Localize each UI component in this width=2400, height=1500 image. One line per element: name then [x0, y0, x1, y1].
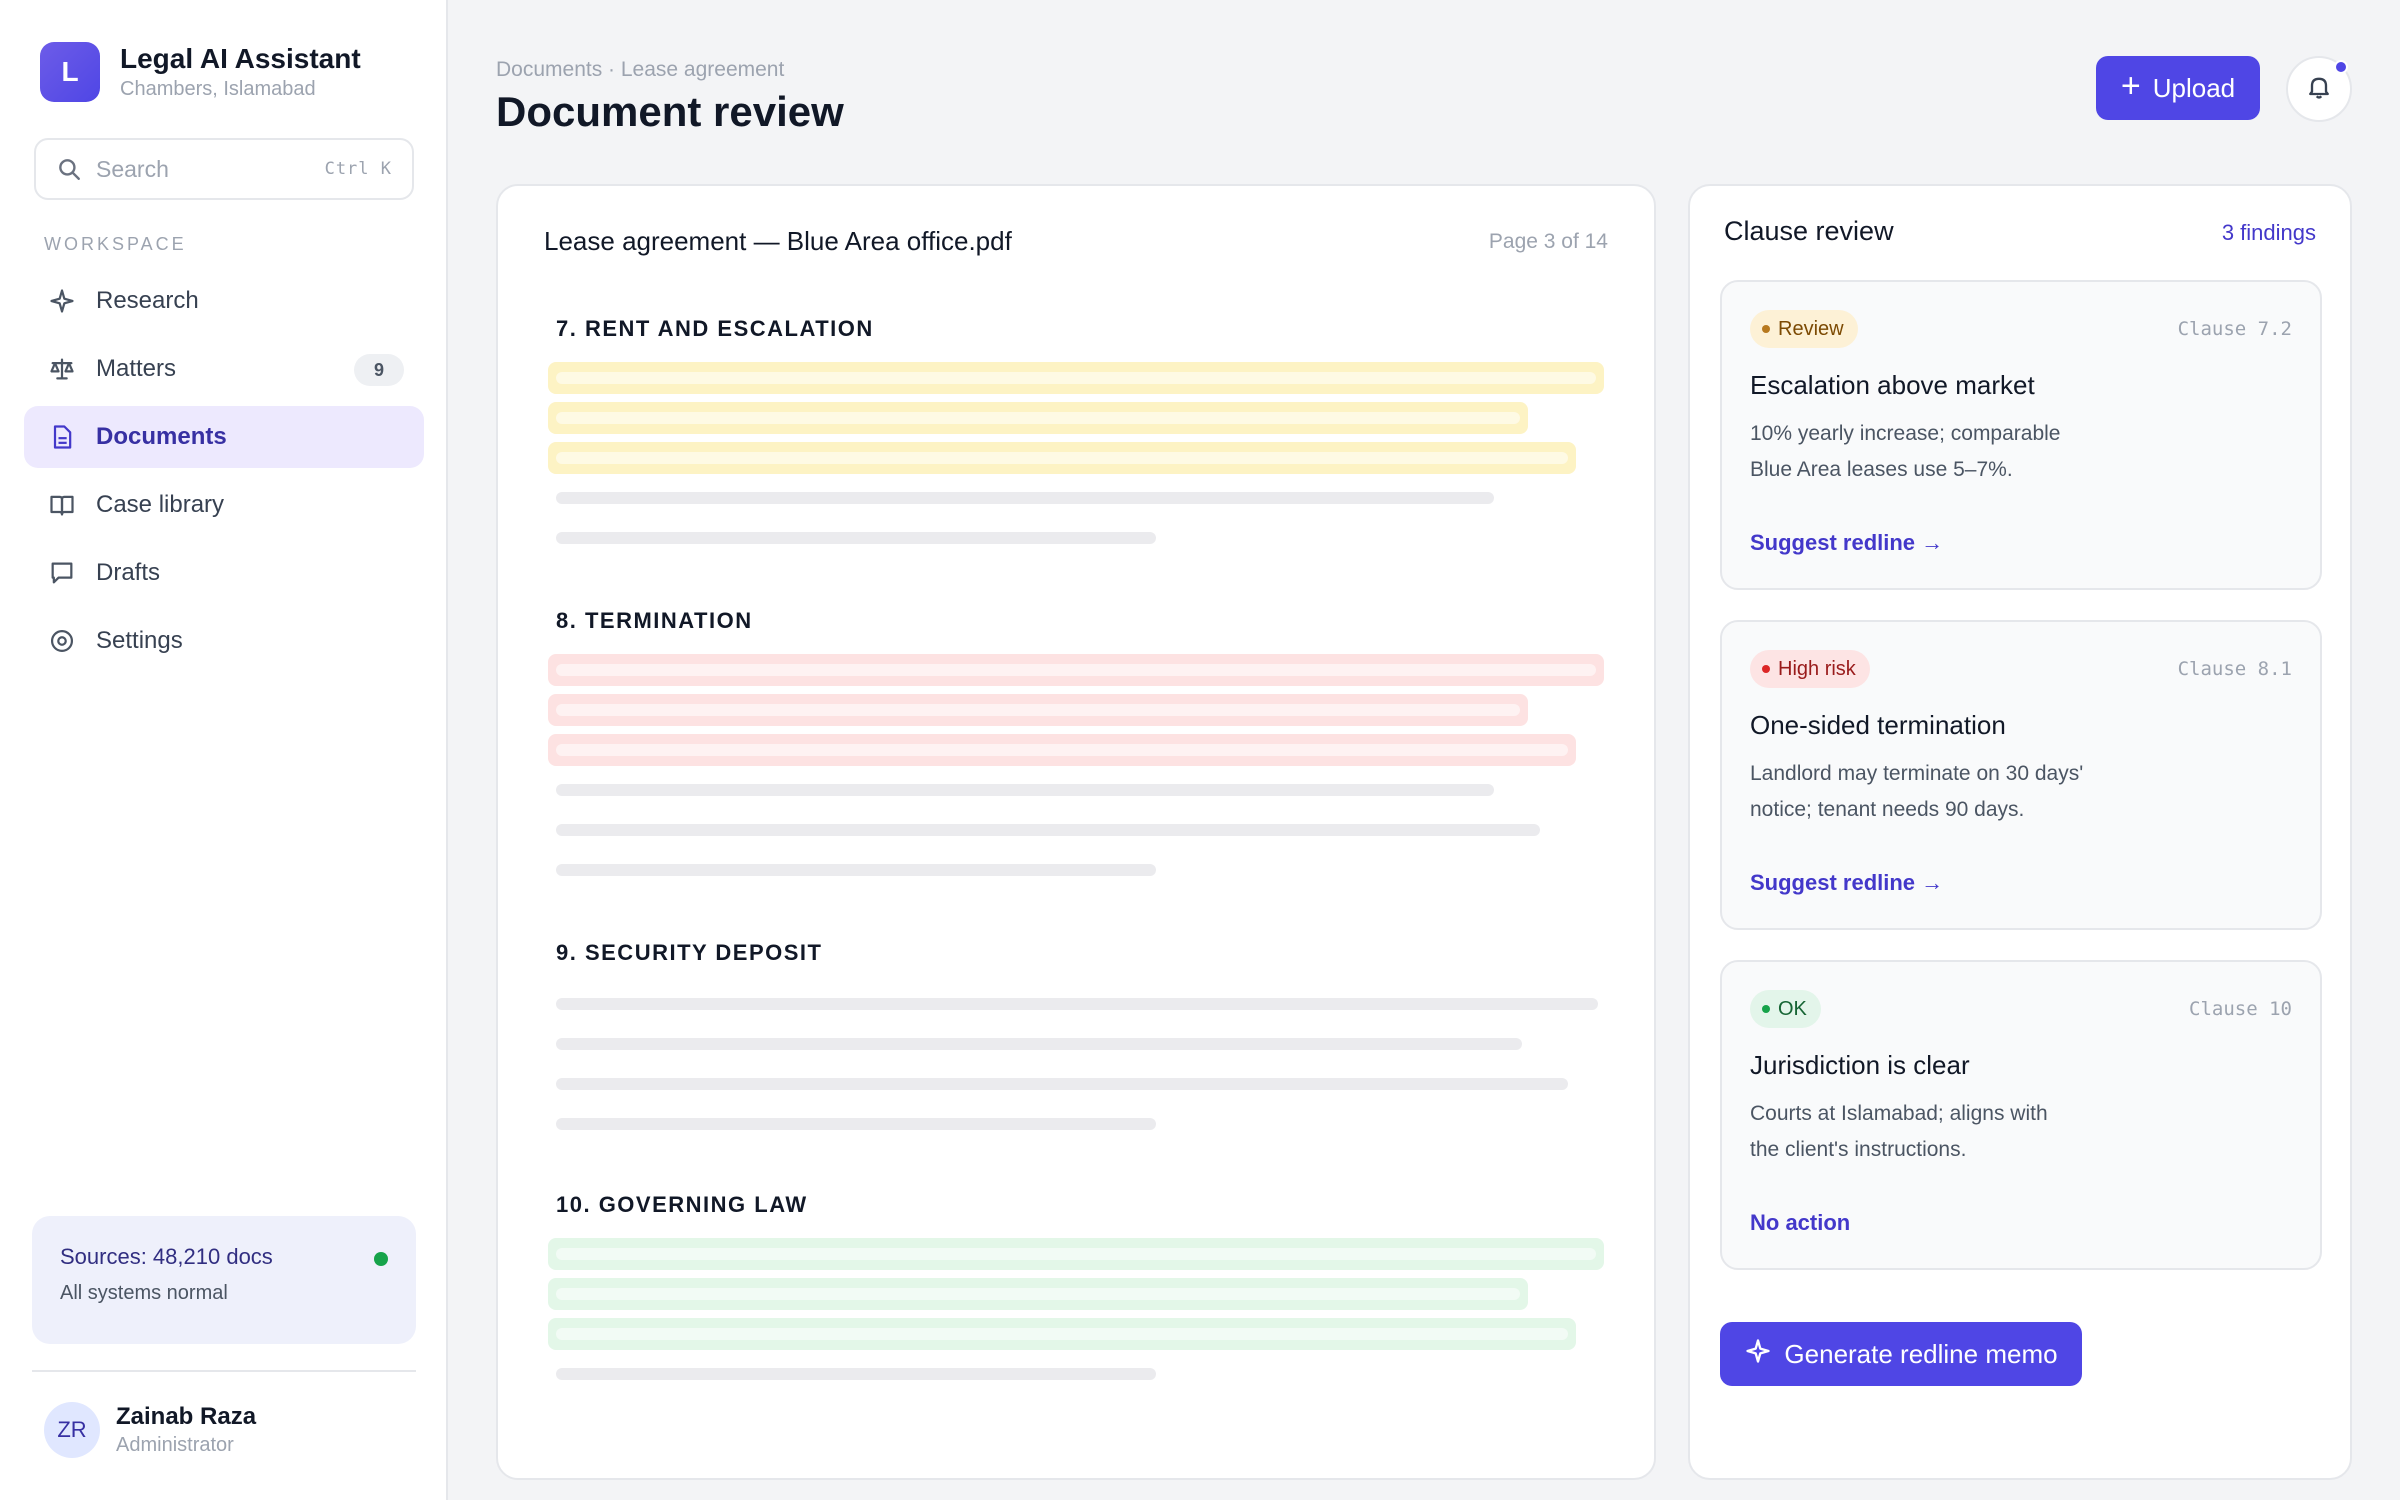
user-profile[interactable]: ZR Zainab Raza Administrator [44, 1402, 256, 1458]
book-icon [48, 491, 76, 519]
text-line [556, 1118, 1156, 1130]
plus-icon: + [2120, 67, 2141, 105]
document-filename: Lease agreement — Blue Area office.pdf [544, 226, 1012, 256]
text-line [556, 998, 1598, 1010]
workspace-label: WORKSPACE [44, 234, 187, 254]
gear-icon [48, 627, 76, 655]
upload-button[interactable]: + Upload [2096, 56, 2260, 120]
page-indicator: Page 3 of 14 [1488, 230, 1608, 253]
text-line [556, 532, 1156, 544]
highlighted-text-line[interactable] [548, 1318, 1576, 1350]
text-line [556, 492, 1494, 504]
brand-title: Legal AI Assistant [120, 43, 361, 74]
clause-review-panel: Clause review 3 findings Review Clause 7… [1688, 184, 2352, 1480]
clause-reference: Clause 10 [2189, 998, 2292, 1020]
system-status-text: All systems normal [60, 1282, 228, 1304]
sidebar-item-matters[interactable]: Matters 9 [24, 338, 424, 400]
user-role: Administrator [116, 1434, 234, 1456]
sidebar-item-research[interactable]: Research [24, 270, 424, 332]
status-indicator [374, 1252, 388, 1266]
sidebar-item-label: Case library [96, 491, 225, 518]
breadcrumb[interactable]: Documents · Lease agreement [496, 58, 785, 81]
notification-dot [2334, 60, 2348, 74]
page-title: Document review [496, 88, 844, 135]
avatar: ZR [44, 1402, 100, 1458]
highlighted-text-line[interactable] [548, 442, 1576, 474]
finding-card[interactable]: High risk Clause 8.1 One-sided terminati… [1720, 620, 2322, 930]
sidebar-item-label: Research [96, 287, 199, 314]
highlighted-text-line[interactable] [548, 402, 1528, 434]
upload-label: Upload [2152, 72, 2236, 103]
highlighted-text-line[interactable] [548, 654, 1604, 686]
sidebar-item-case-library[interactable]: Case library [24, 474, 424, 536]
finding-description: Courts at Islamabad; aligns with the cli… [1750, 1102, 2048, 1161]
user-name: Zainab Raza [116, 1403, 257, 1430]
text-line [556, 824, 1540, 836]
highlighted-text-line[interactable] [548, 1278, 1528, 1310]
finding-title: One-sided termination [1750, 710, 2006, 740]
sidebar-item-label: Documents [96, 423, 227, 450]
finding-title: Jurisdiction is clear [1750, 1050, 1970, 1080]
sidebar-item-label: Drafts [96, 559, 161, 586]
divider [32, 1370, 416, 1372]
text-line [556, 1078, 1568, 1090]
highlighted-text-line[interactable] [548, 1238, 1604, 1270]
section-heading: 7. RENT AND ESCALATION [556, 316, 874, 341]
section-heading: 9. SECURITY DEPOSIT [556, 940, 823, 965]
sidebar-item-label: Settings [96, 627, 183, 654]
generate-redline-memo-button[interactable]: Generate redline memo [1720, 1322, 2082, 1386]
system-status-card: Sources: 48,210 docs All systems normal [32, 1216, 416, 1344]
status-badge: OK [1750, 990, 1821, 1028]
bell-icon [2305, 73, 2333, 106]
brand-logo: L [40, 42, 100, 102]
section-heading: 10. GOVERNING LAW [556, 1192, 808, 1217]
sparkle-icon [48, 287, 76, 315]
document-viewer[interactable]: Lease agreement — Blue Area office.pdf P… [496, 184, 1656, 1480]
clause-reference: Clause 7.2 [2177, 318, 2292, 340]
text-line [556, 784, 1494, 796]
finding-card[interactable]: OK Clause 10 Jurisdiction is clear Court… [1720, 960, 2322, 1270]
finding-description: Landlord may terminate on 30 days' notic… [1750, 762, 2084, 821]
matters-count-badge: 9 [354, 354, 404, 386]
status-badge: Review [1750, 310, 1858, 348]
suggest-redline-link[interactable]: Suggest redline → [1750, 870, 1944, 895]
status-badge: High risk [1750, 650, 1870, 688]
highlighted-text-line[interactable] [548, 362, 1604, 394]
sidebar-item-settings[interactable]: Settings [24, 610, 424, 672]
clause-reference: Clause 8.1 [2177, 658, 2292, 680]
text-line [556, 864, 1156, 876]
scale-icon [48, 355, 76, 383]
sidebar-nav: Research Matters 9 Documents Case librar… [24, 270, 424, 678]
text-line [556, 1368, 1156, 1380]
no-action-link[interactable]: No action [1750, 1210, 1851, 1235]
notifications-button[interactable] [2286, 56, 2352, 122]
text-line [556, 1038, 1522, 1050]
suggest-redline-link[interactable]: Suggest redline → [1750, 530, 1944, 555]
finding-title: Escalation above market [1750, 370, 2035, 400]
sidebar-item-drafts[interactable]: Drafts [24, 542, 424, 604]
highlighted-text-line[interactable] [548, 694, 1528, 726]
chat-icon [48, 559, 76, 587]
brand[interactable]: L Legal AI Assistant Chambers, Islamabad [40, 42, 361, 102]
findings-count[interactable]: 3 findings [2221, 220, 2316, 245]
search-shortcut: Ctrl K [324, 159, 392, 179]
brand-subtitle: Chambers, Islamabad [120, 78, 316, 100]
clause-review-title: Clause review [1724, 216, 1894, 246]
search-placeholder: Search [96, 155, 169, 182]
finding-description: 10% yearly increase; comparable Blue Are… [1750, 422, 2061, 481]
search-input[interactable]: Search Ctrl K [34, 138, 414, 200]
sparkle-icon [1744, 1337, 1784, 1372]
sidebar-item-label: Matters [96, 355, 177, 382]
highlighted-text-line[interactable] [548, 734, 1576, 766]
sidebar: L Legal AI Assistant Chambers, Islamabad… [0, 0, 448, 1500]
document-icon [48, 423, 76, 451]
sources-count: Sources: 48,210 docs [60, 1244, 273, 1269]
finding-card[interactable]: Review Clause 7.2 Escalation above marke… [1720, 280, 2322, 590]
memo-button-label: Generate redline memo [1784, 1338, 2058, 1369]
section-heading: 8. TERMINATION [556, 608, 753, 633]
sidebar-item-documents[interactable]: Documents [24, 406, 424, 468]
search-icon [56, 156, 82, 182]
